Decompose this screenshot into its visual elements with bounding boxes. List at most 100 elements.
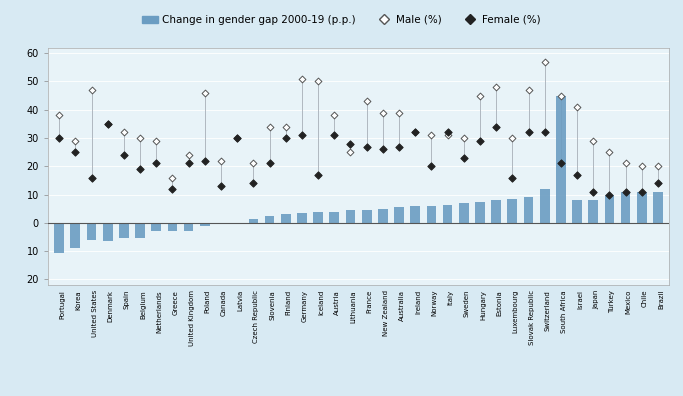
Point — [296, 132, 307, 138]
Point — [216, 183, 227, 189]
Point — [572, 104, 583, 110]
Bar — [491, 200, 501, 223]
Point — [118, 152, 129, 158]
Point — [652, 180, 663, 187]
Bar — [459, 203, 469, 223]
Bar — [475, 202, 485, 223]
Point — [280, 124, 291, 130]
Bar — [589, 200, 598, 223]
Bar — [200, 223, 210, 226]
Bar — [362, 210, 372, 223]
Point — [118, 129, 129, 135]
Point — [475, 92, 486, 99]
Point — [232, 135, 242, 141]
Point — [361, 98, 372, 105]
Point — [442, 132, 453, 138]
Point — [135, 135, 145, 141]
Point — [540, 129, 550, 135]
Point — [216, 158, 227, 164]
Bar — [54, 223, 64, 253]
Point — [426, 132, 437, 138]
Point — [604, 191, 615, 198]
Point — [475, 138, 486, 144]
Point — [378, 146, 389, 152]
Point — [329, 112, 339, 118]
Bar — [572, 200, 582, 223]
Point — [572, 171, 583, 178]
Bar — [621, 192, 630, 223]
Point — [490, 84, 501, 90]
Bar — [103, 223, 113, 241]
Point — [102, 121, 113, 127]
Bar — [265, 216, 275, 223]
Bar — [87, 223, 96, 240]
Point — [296, 76, 307, 82]
Point — [183, 160, 194, 167]
Point — [199, 158, 210, 164]
Point — [280, 135, 291, 141]
Point — [458, 135, 469, 141]
Point — [135, 166, 145, 172]
Point — [540, 59, 550, 65]
Bar — [346, 210, 355, 223]
Point — [232, 135, 242, 141]
Point — [620, 160, 631, 167]
Point — [507, 175, 518, 181]
Point — [361, 143, 372, 150]
Point — [345, 149, 356, 155]
Point — [313, 171, 324, 178]
Bar — [152, 223, 161, 231]
Bar — [313, 211, 323, 223]
Point — [183, 152, 194, 158]
Point — [588, 188, 599, 195]
Point — [507, 135, 518, 141]
Point — [329, 132, 339, 138]
Point — [637, 163, 647, 169]
Bar — [556, 95, 566, 223]
Bar — [119, 223, 128, 238]
Point — [588, 138, 599, 144]
Point — [393, 109, 404, 116]
Bar — [653, 192, 663, 223]
Point — [637, 188, 647, 195]
Point — [264, 124, 275, 130]
Point — [151, 160, 162, 167]
Point — [393, 143, 404, 150]
Point — [54, 112, 65, 118]
Bar — [507, 199, 517, 223]
Bar — [443, 204, 452, 223]
Point — [490, 124, 501, 130]
Point — [410, 129, 421, 135]
Legend: Change in gender gap 2000-19 (p.p.), Male (%), Female (%): Change in gender gap 2000-19 (p.p.), Mal… — [138, 11, 545, 29]
Bar — [410, 206, 420, 223]
Bar — [604, 194, 614, 223]
Point — [54, 135, 65, 141]
Bar — [167, 223, 178, 231]
Point — [248, 160, 259, 167]
Bar — [524, 198, 533, 223]
Point — [620, 188, 631, 195]
Bar — [540, 189, 550, 223]
Point — [555, 92, 566, 99]
Bar — [394, 208, 404, 223]
Point — [86, 87, 97, 93]
Point — [604, 149, 615, 155]
Bar — [427, 206, 436, 223]
Point — [248, 180, 259, 187]
Point — [378, 109, 389, 116]
Point — [102, 121, 113, 127]
Point — [264, 160, 275, 167]
Point — [167, 175, 178, 181]
Point — [555, 160, 566, 167]
Point — [167, 186, 178, 192]
Point — [426, 163, 437, 169]
Point — [442, 129, 453, 135]
Point — [523, 129, 534, 135]
Bar — [281, 214, 290, 223]
Point — [151, 138, 162, 144]
Point — [313, 78, 324, 85]
Point — [70, 149, 81, 155]
Point — [410, 129, 421, 135]
Point — [70, 138, 81, 144]
Bar — [184, 223, 193, 231]
